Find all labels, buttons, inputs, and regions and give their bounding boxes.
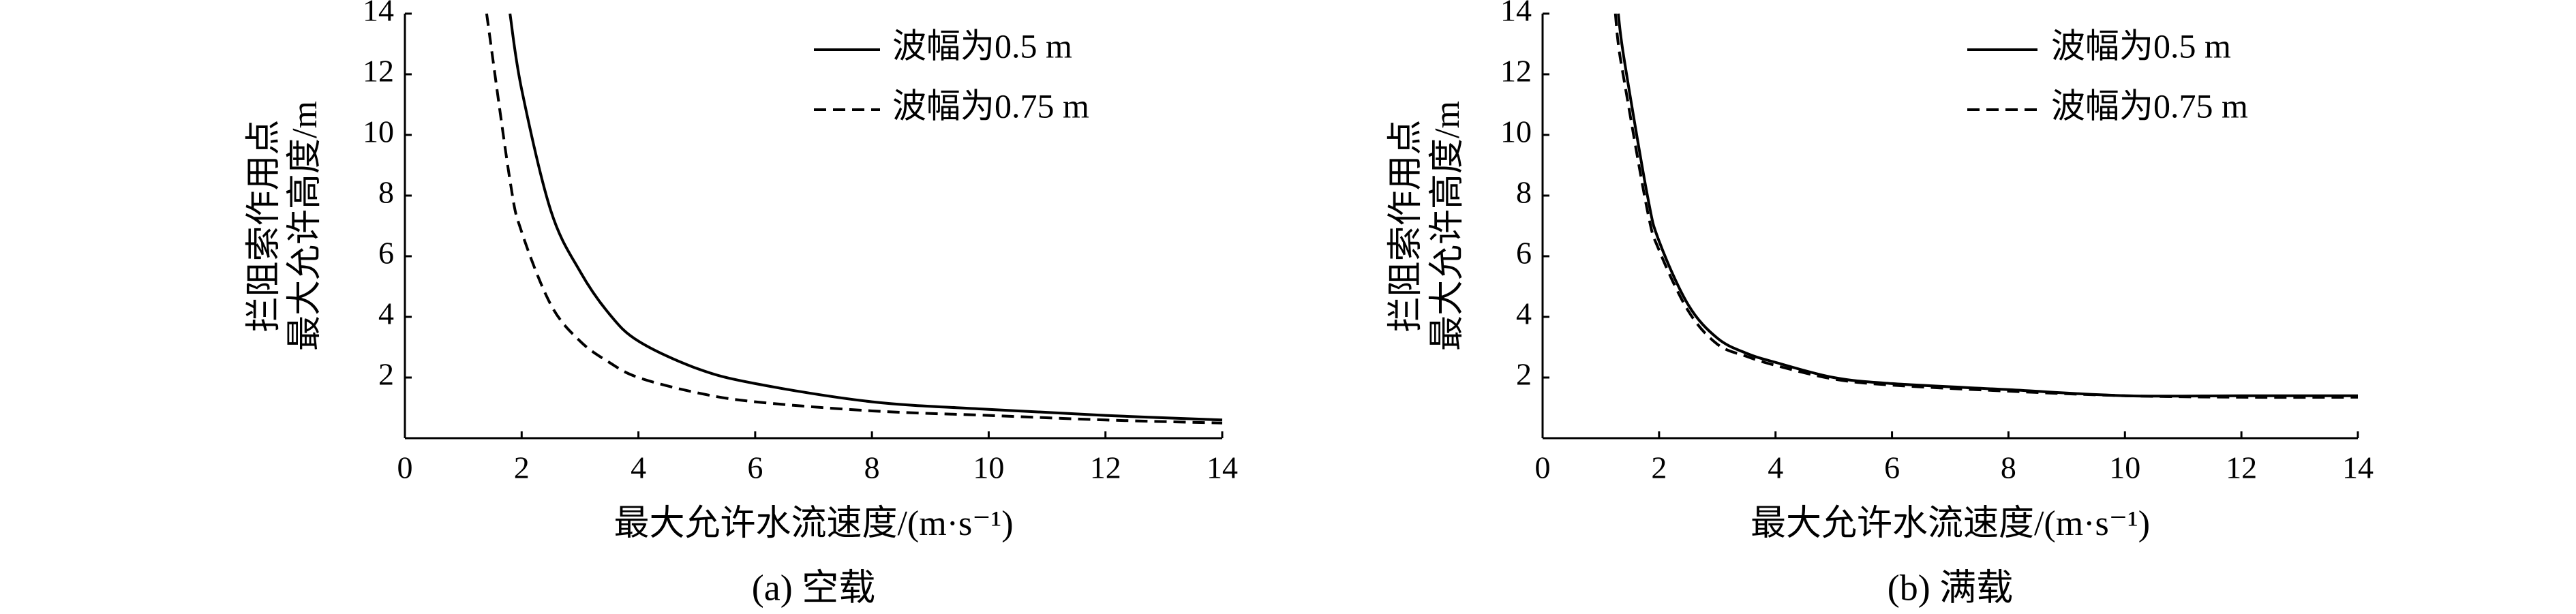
series-line xyxy=(485,13,1223,425)
y-axis-label: 拦阻索作用点 xyxy=(245,119,284,332)
y-tick-label: 14 xyxy=(1500,0,1532,28)
y-axis-label: 最大允许高度/m xyxy=(1428,101,1467,351)
y-tick-label: 14 xyxy=(363,0,394,28)
x-tick-label: 0 xyxy=(1535,450,1551,485)
y-tick-label: 2 xyxy=(1516,357,1532,392)
y-tick-label: 10 xyxy=(363,114,394,149)
caption: (a) 空载 xyxy=(752,567,875,608)
x-tick-label: 2 xyxy=(1651,450,1667,485)
y-axis-label: 最大允许高度/m xyxy=(286,101,324,351)
y-tick-label: 12 xyxy=(363,54,394,89)
x-tick-label: 12 xyxy=(1090,450,1121,485)
y-tick-label: 6 xyxy=(1516,236,1532,271)
y-tick-label: 8 xyxy=(378,175,394,210)
y-axis-label: 拦阻索作用点 xyxy=(1387,119,1425,332)
x-tick-label: 4 xyxy=(631,450,646,485)
y-tick-label: 8 xyxy=(1516,175,1532,210)
legend-label: 波幅为0.75 m xyxy=(892,87,1089,125)
x-tick-label: 6 xyxy=(1884,450,1900,485)
legend-label: 波幅为0.5 m xyxy=(892,27,1072,65)
y-tick-label: 12 xyxy=(1500,54,1532,89)
x-tick-label: 4 xyxy=(1768,450,1783,485)
legend-label: 波幅为0.5 m xyxy=(2051,27,2231,65)
x-tick-label: 8 xyxy=(864,450,880,485)
x-tick-label: 14 xyxy=(1207,450,1238,485)
y-tick-label: 6 xyxy=(378,236,394,271)
y-tick-label: 10 xyxy=(1500,114,1532,149)
x-tick-label: 10 xyxy=(973,450,1004,485)
x-tick-label: 2 xyxy=(514,450,530,485)
legend-label: 波幅为0.75 m xyxy=(2051,87,2248,125)
x-tick-label: 6 xyxy=(747,450,763,485)
x-axis-label: 最大允许水流速度/(m·s⁻¹) xyxy=(613,504,1013,543)
series-line xyxy=(1613,13,2359,399)
series-line xyxy=(509,13,1223,422)
y-tick-label: 4 xyxy=(1516,296,1532,331)
x-tick-label: 12 xyxy=(2226,450,2257,485)
x-tick-label: 10 xyxy=(2109,450,2140,485)
x-tick-label: 0 xyxy=(397,450,413,485)
x-tick-label: 14 xyxy=(2342,450,2374,485)
caption: (b) 满载 xyxy=(1888,567,2013,608)
y-tick-label: 2 xyxy=(378,357,394,392)
x-tick-label: 8 xyxy=(2001,450,2016,485)
y-tick-label: 4 xyxy=(378,296,394,331)
x-axis-label: 最大允许水流速度/(m·s⁻¹) xyxy=(1751,504,2150,543)
series-line xyxy=(1617,13,2358,398)
